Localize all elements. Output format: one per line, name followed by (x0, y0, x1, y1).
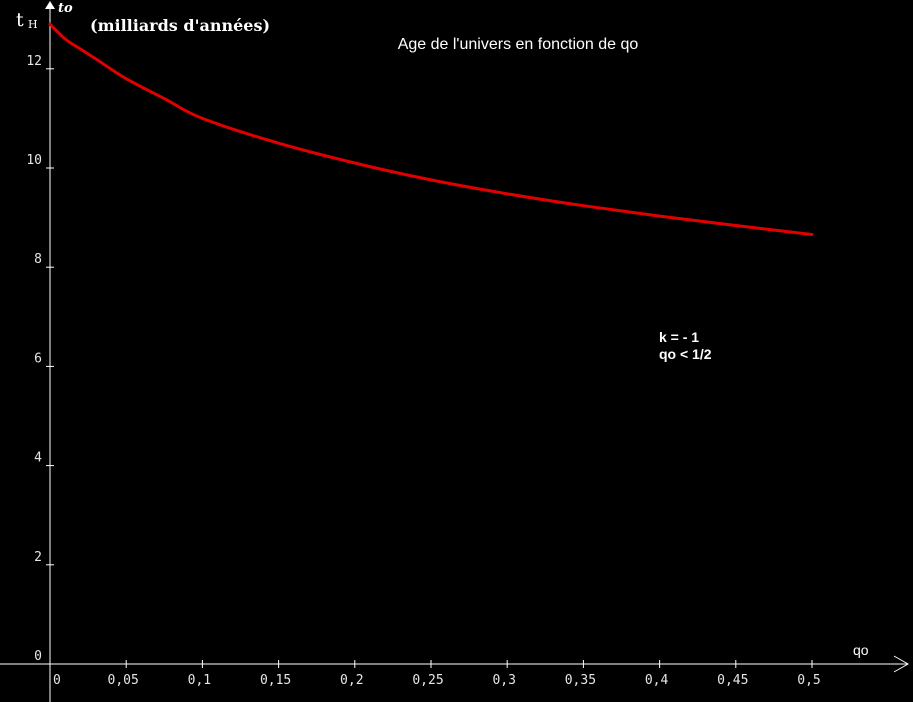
y-tick-label: 6 (34, 351, 42, 366)
x-tick-label: 0,35 (565, 673, 596, 688)
x-tick-label: 0,5 (797, 673, 820, 688)
x-axis-label: qo (853, 642, 869, 658)
y-tick-label: 12 (26, 54, 42, 69)
annotation-condition: qo < 1/2 (659, 346, 712, 362)
series-layer (48, 22, 814, 236)
y-tick-label: 2 (34, 550, 42, 565)
y-tick-label: 4 (34, 451, 42, 466)
unit-label: (milliards d'années) (90, 16, 270, 35)
y-tick-label: 10 (26, 153, 42, 168)
chart-title: Age de l'univers en fonction de qo (398, 36, 639, 53)
series-line-0 (48, 22, 814, 236)
x-tick-label: 0 (53, 673, 61, 688)
x-tick-label: 0,15 (260, 673, 291, 688)
y-axis-label: t (16, 9, 24, 31)
ticks: 0 0,05 0,1 0,15 0,2 0,25 0,3 0,35 0,4 0,45 0,5 0 2 4 6… (26, 54, 820, 688)
x-tick-label: 0,2 (340, 673, 363, 688)
x-tick-label: 0,45 (717, 673, 748, 688)
y-tick-label: 8 (34, 252, 42, 267)
annotation-curvature: k = - 1 (659, 329, 699, 345)
y-axis-label-subscript: H (28, 18, 38, 31)
x-tick-label: 0,4 (645, 673, 669, 688)
x-tick-label: 0,05 (108, 673, 139, 688)
x-axis-arrow (893, 655, 910, 673)
x-tick-label: 0,25 (412, 673, 443, 688)
y-tick-label: 0 (34, 649, 42, 664)
y-axis-arrow (45, 1, 55, 9)
y-axis-tag: to (58, 1, 73, 16)
x-tick-label: 0,3 (492, 673, 515, 688)
x-tick-label: 0,1 (188, 673, 211, 688)
